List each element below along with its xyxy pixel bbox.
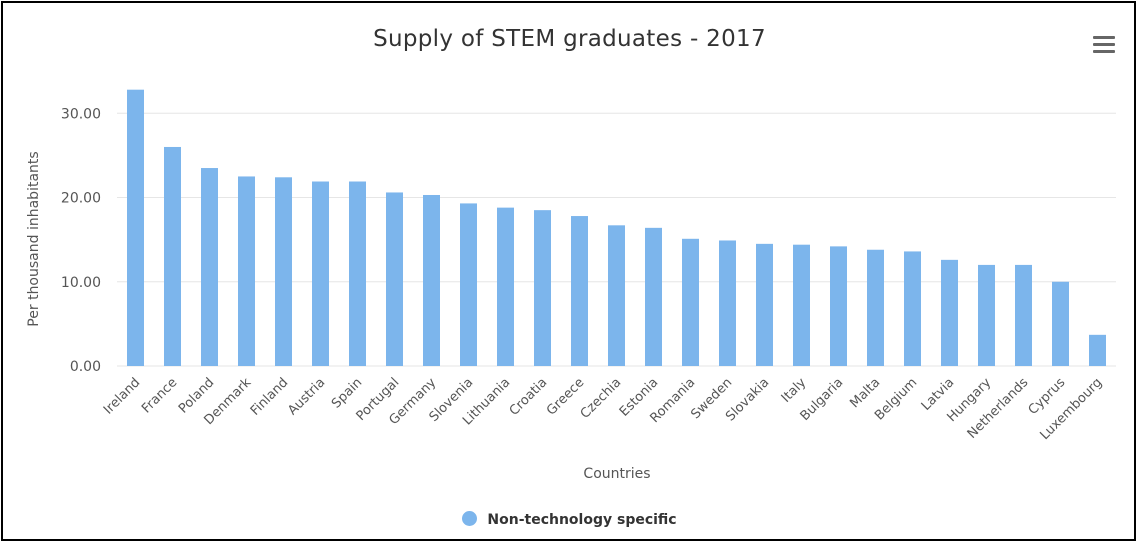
bar-slovenia[interactable] (460, 203, 477, 366)
bar-hungary[interactable] (978, 264, 995, 366)
legend-marker (462, 511, 478, 526)
bar-belgium[interactable] (904, 251, 921, 366)
bar-poland[interactable] (201, 168, 218, 366)
bar-italy[interactable] (793, 244, 810, 366)
bar-austria[interactable] (312, 181, 329, 366)
bar-malta[interactable] (867, 249, 884, 366)
bar-greece[interactable] (571, 216, 588, 366)
bar-chart: 0.00 10.00 20.00 30.00 IrelandFrancePolandD… (26, 89, 1116, 482)
legend-label: Non-technology specific (487, 512, 677, 528)
bar-finland[interactable] (275, 177, 292, 366)
y-tick-label: 20.00 (61, 191, 101, 207)
bar-germany[interactable] (423, 194, 440, 366)
bar-spain[interactable] (349, 181, 366, 366)
bar-bulgaria[interactable] (830, 246, 847, 366)
x-tick-label: Finland (248, 375, 291, 418)
y-axis-title: Per thousand inhabitants (26, 151, 42, 326)
bar-sweden[interactable] (719, 240, 736, 366)
y-tick-label: 30.00 (61, 106, 101, 122)
x-tick-label: Austria (285, 375, 328, 418)
bars (127, 89, 1106, 366)
bar-slovakia[interactable] (756, 243, 773, 366)
bar-cyprus[interactable] (1052, 281, 1069, 366)
y-tick-label: 10.00 (61, 275, 101, 291)
x-tick-label: France (139, 375, 180, 416)
bar-croatia[interactable] (534, 210, 551, 366)
bar-netherlands[interactable] (1015, 264, 1032, 366)
bar-france[interactable] (164, 146, 181, 366)
bar-luxembourg[interactable] (1089, 334, 1106, 366)
bar-lithuania[interactable] (497, 207, 514, 366)
x-tick-label: Czechia (578, 375, 625, 422)
bar-estonia[interactable] (645, 227, 662, 366)
x-tick-label: Ireland (101, 375, 143, 417)
hamburger-menu-icon[interactable] (1093, 36, 1115, 54)
bar-latvia[interactable] (941, 259, 958, 366)
bar-portugal[interactable] (386, 192, 403, 366)
chart-title: Supply of STEM graduates - 2017 (373, 26, 766, 52)
bar-romania[interactable] (682, 238, 699, 366)
x-tick-label: Italy (779, 375, 810, 406)
x-axis-title: Countries (583, 466, 650, 482)
y-axis-ticks: 0.00 10.00 20.00 30.00 (61, 106, 101, 375)
bar-denmark[interactable] (238, 176, 255, 366)
bar-ireland[interactable] (127, 89, 144, 366)
bar-czechia[interactable] (608, 225, 625, 366)
x-axis-labels: IrelandFrancePolandDenmarkFinlandAustria… (101, 375, 1105, 443)
legend[interactable]: Non-technology specific (0, 511, 1139, 528)
y-tick-label: 0.00 (70, 359, 101, 375)
x-tick-label: Croatia (507, 375, 551, 419)
